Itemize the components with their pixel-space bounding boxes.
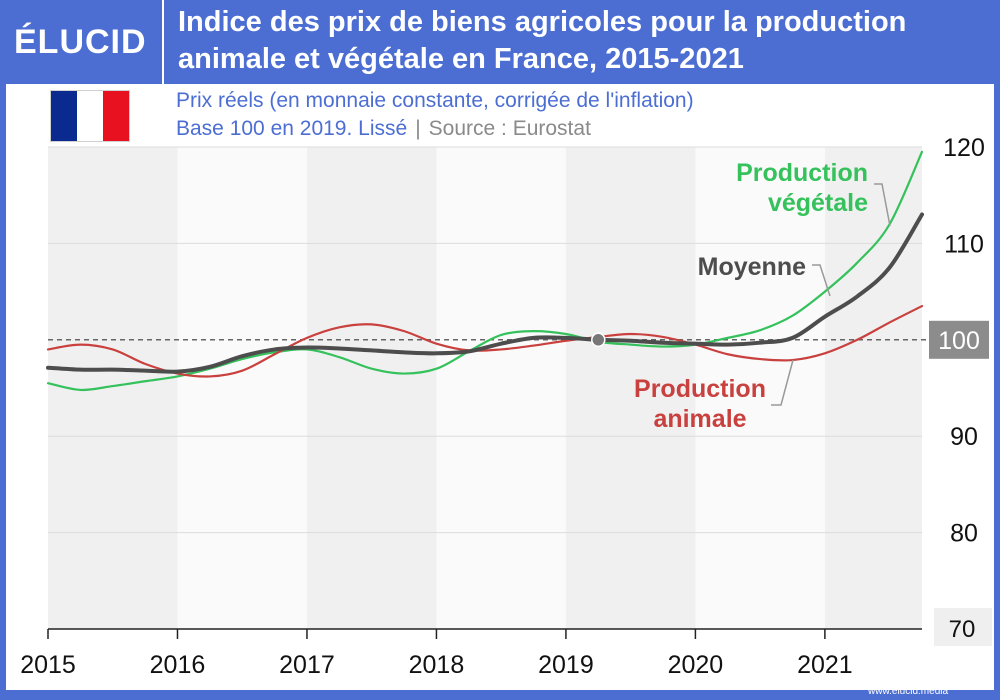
flag-blue-stripe bbox=[51, 91, 77, 141]
base-2019-marker bbox=[591, 332, 606, 348]
base-note: Base 100 en 2019. Lissé bbox=[176, 117, 408, 140]
year-band bbox=[306, 147, 437, 629]
year-band bbox=[824, 147, 922, 629]
x-tick-label-2021: 2021 bbox=[797, 651, 853, 679]
x-tick-label-2019: 2019 bbox=[538, 651, 594, 679]
france-flag-icon bbox=[50, 90, 130, 142]
y-tick-label-120: 120 bbox=[943, 134, 985, 162]
y-tick-label-80: 80 bbox=[950, 520, 978, 548]
x-tick-label-2015: 2015 bbox=[20, 651, 76, 679]
y-tick-label-70: 70 bbox=[949, 616, 976, 643]
leader-moyenne bbox=[812, 264, 831, 297]
series-line-moyenne bbox=[46, 212, 924, 374]
y-tick-70-box bbox=[934, 608, 992, 646]
subtitle-separator: | bbox=[415, 117, 421, 140]
y-tick-label-100: 100 bbox=[938, 327, 980, 355]
series-line-vegetale bbox=[46, 150, 924, 392]
y-tick-label-90: 90 bbox=[950, 423, 978, 451]
elucid-logo[interactable]: ÉLUCID bbox=[14, 23, 147, 61]
leader-vegetale bbox=[874, 183, 891, 227]
chart-title: Indice des prix de biens agricoles pour … bbox=[178, 6, 907, 75]
year-band bbox=[695, 147, 825, 629]
y-tick-label-110: 110 bbox=[944, 230, 984, 258]
y-tick-100-box bbox=[929, 320, 989, 359]
year-band bbox=[177, 147, 307, 629]
label-vegetale-line-1: Production bbox=[736, 159, 868, 187]
chart-subtitle-base: Base 100 en 2019. Lissé | Source : Eurosta… bbox=[176, 116, 591, 142]
label-moyenne-line-1: Moyenne bbox=[698, 253, 806, 281]
flag-red-stripe bbox=[103, 91, 129, 141]
source-note: Source : Eurostat bbox=[428, 117, 591, 140]
series-line-animale bbox=[46, 304, 924, 378]
year-band bbox=[436, 147, 566, 629]
footer-url[interactable]: www.elucid.media bbox=[868, 686, 949, 697]
label-animale-line-1: Production bbox=[634, 375, 766, 403]
label-vegetale-line-2: végétale bbox=[768, 189, 868, 217]
x-tick-label-2018: 2018 bbox=[409, 651, 465, 679]
header-divider bbox=[162, 0, 164, 84]
flag-white-stripe bbox=[77, 91, 103, 141]
x-tick-label-2016: 2016 bbox=[150, 651, 206, 679]
leader-animale bbox=[771, 359, 794, 406]
label-animale-line-2: animale bbox=[653, 405, 746, 433]
x-tick-label-2020: 2020 bbox=[668, 651, 724, 679]
chart-subtitle: Prix réels (en monnaie constante, corrig… bbox=[176, 89, 694, 112]
x-tick-label-2017: 2017 bbox=[279, 651, 335, 679]
year-band bbox=[565, 147, 696, 629]
